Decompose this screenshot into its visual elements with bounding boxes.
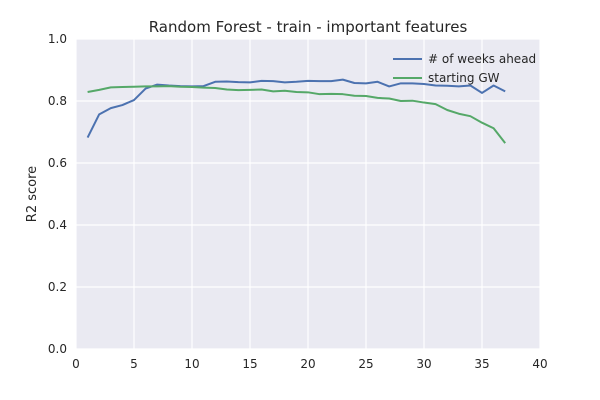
- legend: # of weeks ahead starting GW: [393, 52, 536, 85]
- x-tick-label: 35: [474, 357, 489, 371]
- y-tick-label: 0.8: [48, 94, 67, 108]
- series-lines: [86, 78, 506, 144]
- legend-label: # of weeks ahead: [428, 52, 536, 66]
- x-tick-label: 40: [532, 357, 547, 371]
- legend-label: starting GW: [428, 71, 500, 85]
- chart-title: Random Forest - train - important featur…: [149, 18, 468, 36]
- x-tick-label: 30: [416, 357, 431, 371]
- x-tick-label: 10: [184, 357, 199, 371]
- y-tick-label: 0.2: [48, 280, 67, 294]
- grid: [75, 38, 541, 350]
- tick-labels: 0 5 10 15 20 25 30 35 40 0.0 0.2 0.4 0.6 0.8 1.0: [48, 32, 548, 371]
- x-tick-label: 5: [130, 357, 138, 371]
- series-line-1: [86, 78, 506, 139]
- x-tick-label: 0: [72, 357, 80, 371]
- y-tick-label: 0.0: [48, 342, 67, 356]
- y-tick-label: 0.6: [48, 156, 67, 170]
- x-tick-label: 20: [300, 357, 315, 371]
- x-tick-label: 25: [358, 357, 373, 371]
- y-tick-label: 0.4: [48, 218, 67, 232]
- y-tick-label: 1.0: [48, 32, 67, 46]
- series-line-2: [87, 85, 506, 144]
- x-tick-label: 15: [242, 357, 257, 371]
- y-axis-title: R2 score: [25, 166, 40, 222]
